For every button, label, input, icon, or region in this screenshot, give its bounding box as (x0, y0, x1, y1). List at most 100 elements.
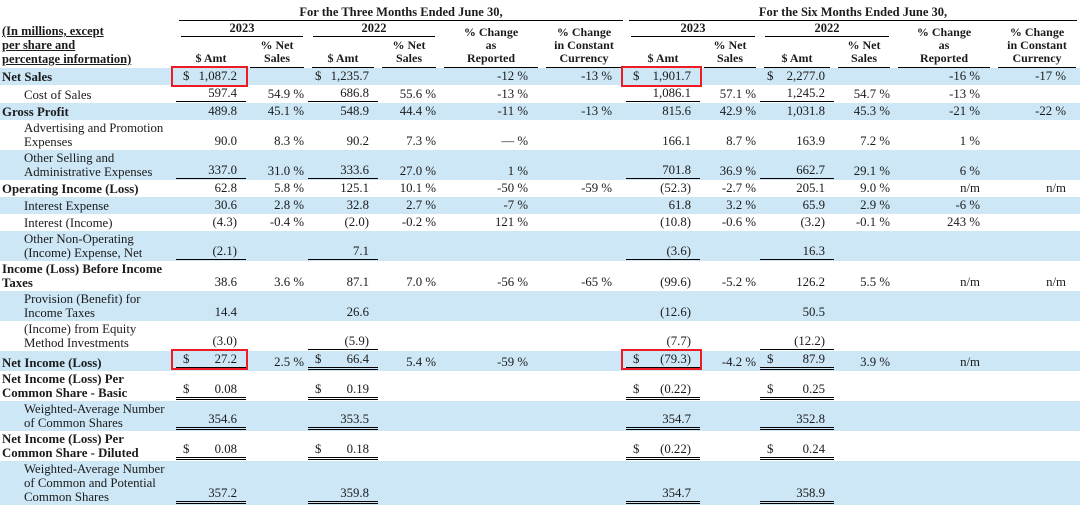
table-header: (In millions, except per share and perce… (0, 4, 1080, 68)
table-cell (700, 68, 760, 85)
table-cell: (3.6) (626, 231, 700, 261)
table-cell (440, 461, 542, 505)
table-cell: -56 % (497, 275, 528, 289)
highlighted-value: $ (79.3) (621, 349, 702, 370)
row-label: Operating Income (Loss) (2, 182, 139, 196)
cell-value: 87.9 (802, 352, 825, 366)
col-header-amt: $ Amt (176, 39, 246, 68)
table-cell (378, 231, 440, 261)
table-cell: -5.2 % (721, 275, 756, 289)
table-cell: -13 % (949, 87, 980, 101)
table-cell: $2,277.0 (760, 68, 834, 85)
table-cell: 7.0 % (406, 275, 436, 289)
table-cell (246, 371, 308, 401)
table-cell (246, 68, 308, 85)
table-cell: 1,031.8 (786, 104, 825, 118)
table-cell (994, 150, 1080, 180)
table-row: Net Income (Loss) $27.2 2.5 % $66.4 5.4 % -59… (0, 349, 1080, 371)
table-cell: $87.9 (760, 351, 834, 371)
table-cell: -4.2 % (721, 355, 756, 369)
table-cell: -0.1 % (855, 215, 890, 229)
table-cell: (10.8) (660, 215, 691, 229)
dollar-sign: $ (633, 69, 640, 83)
year-header-sm-2022: 2022 (760, 21, 894, 39)
table-cell: 5.4 % (406, 355, 436, 369)
table-cell: -0.4 % (269, 215, 304, 229)
table-cell: 3.6 % (274, 275, 304, 289)
table-cell: 7.3 % (406, 134, 436, 148)
table-cell (994, 461, 1080, 505)
table-cell: 62.8 (214, 181, 237, 195)
table-cell (378, 321, 440, 351)
col-header-amt: $ Amt (626, 39, 700, 68)
table-cell (700, 231, 760, 261)
row-label: Other Selling and Administrative Expense… (24, 151, 153, 179)
table-cell: 1,245.2 (760, 85, 834, 103)
table-row: Advertising and Promotion Expenses 90.0 8.… (0, 120, 1080, 150)
table-cell (894, 321, 994, 351)
table-cell: 14.4 (214, 305, 237, 319)
table-cell: (3.0) (176, 321, 246, 351)
table-cell: 26.6 (346, 305, 369, 319)
cell-value: 1,087.2 (198, 69, 237, 83)
table-cell: 8.7 % (726, 134, 756, 148)
col-header-pct-net-sales: % Net Sales (700, 39, 760, 68)
row-label: Cost of Sales (24, 88, 92, 102)
row-label: Net Income (Loss) Per Common Share - Bas… (2, 372, 128, 400)
dollar-sign: $ (183, 442, 190, 456)
table-cell: 354.7 (626, 461, 700, 505)
highlighted-value: $1,087.2 (171, 66, 248, 87)
row-label: Gross Profit (2, 105, 69, 119)
table-cell: (3.2) (800, 215, 825, 229)
table-cell (542, 431, 626, 461)
table-cell (246, 461, 308, 505)
table-cell (834, 68, 894, 85)
table-body: Net Sales $1,087.2 $1,235.7 -12 % -13 % $1,90… (0, 66, 1080, 505)
table-cell: (5.9) (308, 321, 378, 351)
table-cell: n/m (960, 355, 980, 369)
table-cell: 50.5 (802, 305, 825, 319)
table-cell: 2.8 % (274, 198, 304, 212)
cell-value: 27.2 (214, 352, 237, 366)
col-header-sm-change-reported: % Change as Reported (894, 21, 994, 68)
table-cell (440, 371, 542, 401)
table-cell (542, 351, 626, 371)
table-cell: 30.6 (214, 198, 237, 212)
table-row: (Income) from Equity Method Investments (… (0, 321, 1080, 351)
table-cell: -7 % (503, 198, 528, 212)
table-cell: 6 % (959, 164, 980, 178)
table-cell (994, 431, 1080, 461)
col-header-pct-net-sales: % Net Sales (246, 39, 308, 68)
table-cell: 7.2 % (860, 134, 890, 148)
table-cell: 10.1 % (399, 181, 436, 195)
income-statement-table: (In millions, except per share and perce… (0, 4, 1080, 505)
table-cell: -2.7 % (721, 181, 756, 195)
col-header-amt: $ Amt (308, 39, 378, 68)
table-cell: $0.24 (760, 431, 834, 461)
row-label: Net Income (Loss) Per Common Share - Dil… (2, 432, 139, 460)
table-cell: 354.6 (176, 401, 246, 431)
table-cell (994, 197, 1080, 214)
col-header-pct-net-sales: % Net Sales (378, 39, 440, 68)
cell-value: 0.24 (802, 442, 825, 456)
dollar-sign: $ (767, 382, 774, 396)
table-cell: 2.5 % (274, 355, 304, 369)
table-cell: -0.2 % (401, 215, 436, 229)
table-cell: $0.18 (308, 431, 378, 461)
table-cell (834, 231, 894, 261)
table-cell: 163.9 (796, 134, 825, 148)
table-cell: (4.3) (212, 215, 237, 229)
table-cell (542, 120, 626, 150)
table-cell (246, 401, 308, 431)
cell-value: 2,277.0 (786, 69, 825, 83)
row-label: Income (Loss) Before Income Taxes (2, 262, 163, 290)
dollar-sign: $ (183, 352, 190, 366)
table-cell: 121 % (494, 215, 528, 229)
table-cell: 2.9 % (860, 198, 890, 212)
table-cell (542, 291, 626, 321)
table-cell: 27.0 % (399, 164, 436, 178)
table-cell (700, 291, 760, 321)
table-cell: 662.7 (760, 150, 834, 180)
table-cell: (12.2) (760, 321, 834, 351)
